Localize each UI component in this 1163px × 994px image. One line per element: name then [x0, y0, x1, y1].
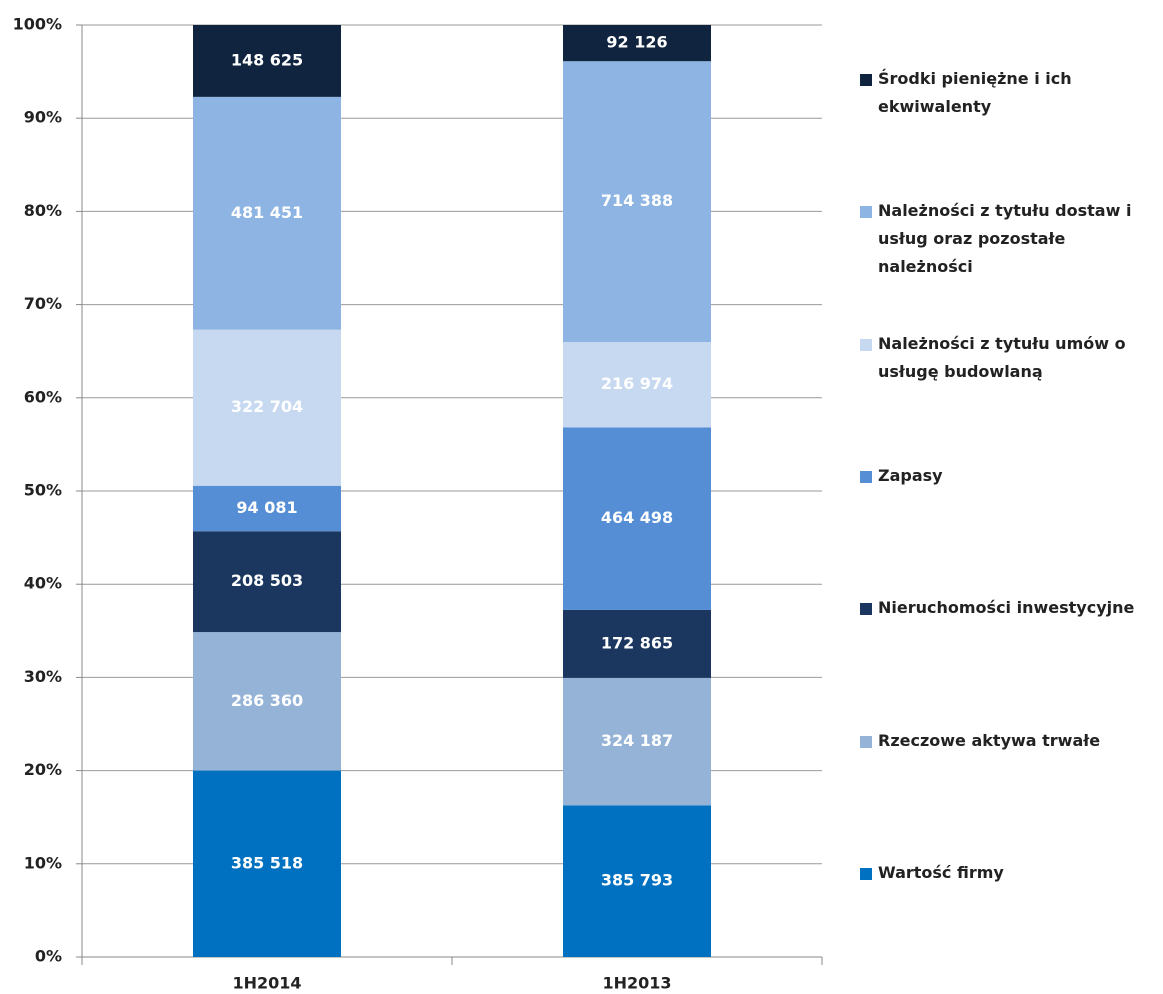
data-label: 714 388: [601, 191, 673, 210]
bar-segment: [563, 677, 711, 806]
legend-label: Należności z tytułu umów o usługę budowl…: [878, 333, 1126, 381]
legend-swatch: [860, 338, 872, 351]
data-label: 208 503: [231, 571, 303, 590]
legend-label: Środki pieniężne i ich ekwiwalenty: [878, 69, 1072, 116]
data-label: 148 625: [231, 50, 303, 69]
data-label: 322 704: [231, 397, 303, 416]
data-label: 172 865: [601, 633, 673, 652]
bar-segment: [193, 485, 341, 532]
bar-segment: [563, 609, 711, 678]
y-tick-label: 50%: [24, 481, 62, 500]
legend-swatch: [860, 206, 872, 219]
y-tick-label: 10%: [24, 853, 62, 872]
legend-item: Nieruchomości inwestycyjne: [860, 594, 1160, 622]
legend-swatch: [860, 735, 872, 748]
legend-swatch: [860, 603, 872, 616]
data-label: 385 793: [601, 871, 673, 890]
bar-segment: [563, 25, 711, 62]
bar-segment: [563, 427, 711, 610]
x-tick-label: 1H2013: [602, 974, 671, 993]
legend-item: Wartość firmy: [860, 859, 1160, 887]
y-tick-label: 30%: [24, 667, 62, 686]
data-label: 385 518: [231, 853, 303, 872]
y-tick-label: 70%: [24, 294, 62, 313]
bar-segment: [193, 25, 341, 97]
legend-item: Rzeczowe aktywa trwałe: [860, 727, 1160, 755]
data-label: 92 126: [606, 33, 667, 52]
legend-label: Rzeczowe aktywa trwałe: [878, 730, 1101, 750]
legend-label: Zapasy: [878, 466, 943, 485]
legend-item: Należności z tytułu umów o usługę budowl…: [860, 330, 1160, 386]
bar-segment: [193, 632, 341, 771]
data-label: 324 187: [601, 731, 673, 750]
y-tick-label: 90%: [24, 108, 62, 127]
legend-swatch: [860, 471, 872, 483]
data-label: 464 498: [601, 508, 673, 527]
bar-segment: [563, 805, 711, 957]
y-tick-label: 80%: [24, 201, 62, 220]
data-label: 94 081: [236, 498, 297, 517]
bar-segment: [193, 770, 341, 957]
bar-segment: [193, 96, 341, 330]
y-tick-label: 0%: [35, 947, 62, 966]
bar-segment: [563, 342, 711, 428]
x-tick-label: 1H2014: [232, 974, 301, 993]
data-label: 481 451: [231, 203, 303, 222]
y-tick-label: 20%: [24, 760, 62, 779]
legend-label: Należności z tytułu dostaw i usług oraz …: [878, 201, 1132, 277]
y-tick-label: 100%: [13, 15, 62, 34]
legend-swatch: [860, 74, 872, 86]
legend-swatch: [860, 868, 872, 880]
bar-segment: [563, 61, 711, 343]
y-tick-label: 60%: [24, 387, 62, 406]
bar-segment: [193, 531, 341, 633]
legend-label: Nieruchomości inwestycyjne: [878, 598, 1135, 618]
legend-item: Należności z tytułu dostaw i usług oraz …: [860, 197, 1160, 281]
data-label: 286 360: [231, 691, 303, 710]
y-tick-label: 40%: [24, 574, 62, 593]
legend-item: Środki pieniężne i ich ekwiwalenty: [860, 65, 1160, 121]
data-label: 216 974: [601, 374, 673, 393]
bar-segment: [193, 329, 341, 486]
legend-item: Zapasy: [860, 462, 1160, 490]
legend-label: Wartość firmy: [878, 863, 1004, 882]
